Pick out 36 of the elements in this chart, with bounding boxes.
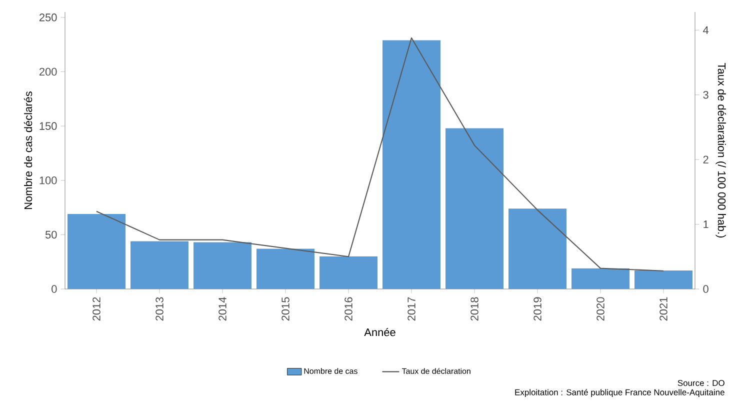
bar bbox=[68, 214, 126, 289]
bar bbox=[508, 208, 566, 289]
y-tick-label: 0 bbox=[52, 285, 57, 293]
x-tick-label: 2017 bbox=[408, 297, 416, 321]
y-tick-label: 150 bbox=[40, 122, 57, 130]
bar bbox=[130, 241, 188, 289]
x-tick-label: 2015 bbox=[282, 297, 290, 321]
x-tick-label: 2014 bbox=[218, 297, 226, 321]
x-tick-label: 2019 bbox=[534, 297, 542, 321]
x-tick-label: 2020 bbox=[596, 297, 604, 321]
y-tick-label: 250 bbox=[39, 14, 57, 22]
bar bbox=[634, 270, 692, 289]
x-axis-title: Année bbox=[364, 328, 396, 336]
x-tick-label: 2016 bbox=[344, 297, 352, 321]
bar bbox=[446, 128, 504, 289]
x-tick-label: 2021 bbox=[660, 297, 668, 321]
x-tick-label: 2013 bbox=[156, 297, 164, 321]
x-tick-label: 2018 bbox=[470, 297, 478, 321]
y-tick-label: 100 bbox=[40, 176, 57, 184]
bar bbox=[382, 40, 440, 289]
y2-tick-label: 0 bbox=[703, 285, 708, 293]
bar bbox=[194, 242, 252, 289]
bar bbox=[256, 248, 314, 289]
bar bbox=[320, 256, 378, 289]
y2-tick-label: 3 bbox=[703, 90, 708, 99]
y2-tick-label: 4 bbox=[703, 26, 709, 34]
bar bbox=[572, 268, 630, 289]
text: Exploitation : Santé publique France Nouvelle-Aquitaine bbox=[515, 389, 724, 397]
y2-tick-label: 2 bbox=[703, 156, 708, 164]
y-tick-label: 50 bbox=[45, 230, 57, 239]
y-axis-title: Nombre de cas déclarés bbox=[24, 92, 32, 209]
source-note: Source : DO bbox=[678, 380, 724, 386]
x-tick-label: 2012 bbox=[92, 297, 100, 321]
y2-tick-label: 1 bbox=[704, 220, 708, 228]
y-tick-label: 200 bbox=[39, 68, 57, 76]
y2-axis-title: Taux de déclaration (/ 100 000 hab.) bbox=[716, 63, 726, 238]
